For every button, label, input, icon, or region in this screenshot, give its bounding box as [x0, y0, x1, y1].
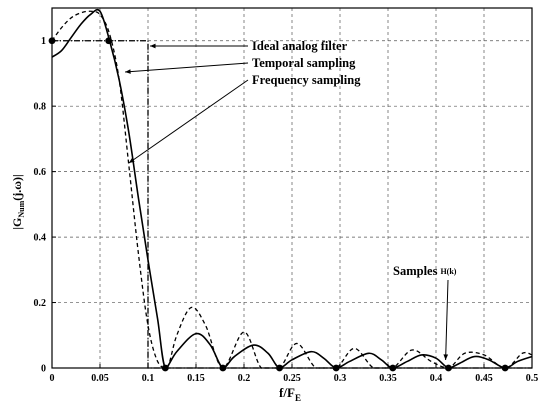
sample-point: [219, 364, 227, 372]
arrow-ideal-head: [150, 43, 156, 49]
sample-point: [501, 364, 509, 372]
annotation-layer: Ideal analog filter Temporal sampling Fr…: [125, 39, 457, 361]
x-tick-label: 0.35: [379, 373, 397, 384]
x-axis-label-main: f/F: [279, 385, 295, 400]
y-axis-label-main: |G: [10, 218, 24, 230]
marker-layer: [48, 37, 509, 372]
y-axis-label-rest: (j.ω)|: [10, 174, 24, 200]
x-axis-label: f/FE: [279, 385, 301, 403]
y-axis-label-sub: Num: [17, 200, 26, 217]
x-tick-label: 0: [50, 373, 55, 384]
sample-point: [332, 364, 340, 372]
annotation-samples: Samples H(k): [393, 264, 457, 278]
y-tick-label: 1: [41, 36, 46, 47]
arrow-samples-head: [443, 354, 449, 360]
y-tick-label: 0.2: [34, 298, 47, 309]
x-tick-label: 0.05: [91, 373, 109, 384]
arrow-temporal-head: [125, 69, 131, 74]
y-tick-label: 0.8: [34, 102, 47, 113]
x-tick-label: 0.25: [283, 373, 301, 384]
arrow-temporal: [125, 62, 249, 73]
series-line-temporal-sampling: [51, 8, 533, 369]
x-tick-label: 0.5: [526, 373, 539, 384]
arrow-samples: [445, 279, 449, 361]
sample-point: [389, 364, 397, 372]
x-tick-label: 0.4: [430, 373, 443, 384]
sample-point: [161, 364, 169, 372]
y-tick-label: 0.4: [34, 233, 47, 244]
x-tick-label: 0.3: [334, 373, 347, 384]
x-tick-label: 0.45: [475, 373, 493, 384]
arrow-frequency-head: [128, 157, 135, 163]
sample-point: [105, 37, 113, 45]
x-axis-label-sub: E: [295, 393, 301, 403]
x-tick-label: 0.15: [187, 373, 205, 384]
x-tick-label: 0.2: [238, 373, 251, 384]
sample-point: [48, 37, 56, 45]
sample-point: [276, 364, 283, 372]
sample-point: [445, 364, 452, 372]
annotation-frequency: Frequency sampling: [252, 73, 361, 87]
annotation-samples-sub: H(k): [440, 267, 456, 276]
annotation-ideal: Ideal analog filter: [252, 39, 348, 53]
annotation-samples-main: Samples: [393, 264, 438, 278]
series-layer: [51, 8, 533, 369]
y-tick-label: 0.6: [34, 167, 47, 178]
series-line-frequency-sampling: [51, 10, 533, 369]
y-tick-label: 0: [41, 364, 46, 375]
series-line-ideal-analog-filter: [52, 40, 532, 369]
tick-layer: 0 0.05 0.1 0.15 0.2 0.25 0.3 0.35 0.4 0.45 0.5 0 0.2…: [34, 36, 539, 384]
arrow-frequency: [128, 79, 249, 164]
y-axis-label: |GNum(j.ω)|: [10, 174, 26, 229]
x-tick-label: 0.1: [142, 373, 155, 384]
annotation-temporal: Temporal sampling: [252, 56, 356, 70]
